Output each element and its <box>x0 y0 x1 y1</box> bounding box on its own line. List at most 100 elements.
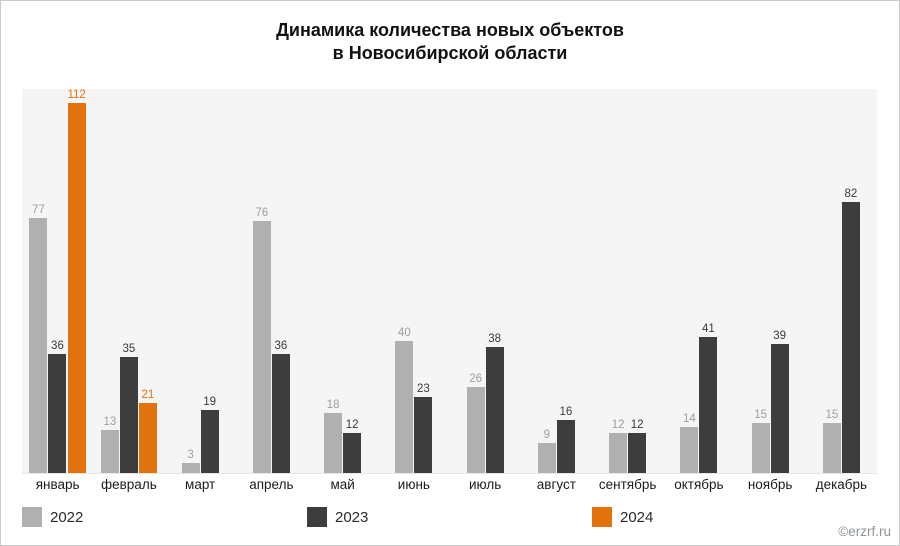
chart-title: Динамика количества новых объектов в Нов… <box>1 19 899 66</box>
x-label-6: июнь <box>397 477 430 492</box>
x-label-2: февраль <box>101 477 157 492</box>
bar <box>29 218 48 473</box>
bar-2022-октябрь: 14 <box>680 89 699 473</box>
bar-2022-май: 18 <box>324 89 343 473</box>
bar-2023-май: 12 <box>343 89 362 473</box>
bar-2023-сентябрь: 12 <box>628 89 647 473</box>
bar-value-label: 26 <box>469 373 483 385</box>
bar <box>628 433 647 473</box>
bar-2023-март: 19 <box>200 89 219 473</box>
legend-label-2024: 2024 <box>620 508 654 526</box>
legend-label-2022: 2022 <box>50 508 84 526</box>
bar-group-4: 76 36 <box>236 89 307 473</box>
bar-2023-ноябрь: 39 <box>770 89 789 473</box>
x-label-7: июль <box>468 477 502 492</box>
x-axis: январь февраль март апрель май июнь июль август… <box>22 477 877 492</box>
bar-group-6: 40 23 <box>378 89 449 473</box>
bar <box>414 397 433 473</box>
bar-value-label: 15 <box>825 409 839 421</box>
x-label-9: сентябрь <box>598 477 657 492</box>
bar-group-8: 9 16 <box>521 89 592 473</box>
bar-2022-июнь: 40 <box>395 89 414 473</box>
bar <box>271 354 290 473</box>
bar-value-label: 14 <box>682 413 696 425</box>
bar <box>138 403 157 473</box>
bar-2023-август: 16 <box>556 89 575 473</box>
bar-2023-декабрь: 82 <box>841 89 860 473</box>
bar <box>252 221 271 473</box>
bar-value-label: 19 <box>203 396 217 408</box>
bar-value-label: 38 <box>488 333 502 345</box>
bar-value-label: 36 <box>51 340 64 352</box>
bar-group-2: 13 35 21 <box>93 89 164 473</box>
legend-label-2023: 2023 <box>335 508 369 526</box>
bar <box>751 423 770 473</box>
bar-2023-февраль: 35 <box>119 89 138 473</box>
bar <box>200 410 219 473</box>
bar-2022-сентябрь: 12 <box>609 89 628 473</box>
bar <box>770 344 789 473</box>
bar-2022-ноябрь: 15 <box>751 89 770 473</box>
legend-item-2023: 2023 <box>307 507 368 527</box>
legend-item-2024: 2024 <box>592 507 653 527</box>
bar-2022-август: 9 <box>537 89 556 473</box>
bar <box>343 433 362 473</box>
bar-group-5: 18 12 <box>307 89 378 473</box>
bar <box>537 443 556 473</box>
bar <box>841 202 860 473</box>
bar-value-label: 112 <box>67 89 86 101</box>
bar-value-label: 15 <box>754 409 768 421</box>
x-label-12: декабрь <box>815 477 868 492</box>
bar-2022-апрель: 76 <box>252 89 271 473</box>
bar <box>680 427 699 473</box>
bar <box>556 420 575 473</box>
bar-2023-июль: 38 <box>485 89 504 473</box>
bar-group-1: 77 36 112 <box>22 89 93 473</box>
x-label-11: ноябрь <box>747 477 793 492</box>
bar <box>181 463 200 473</box>
bar-value-label: 21 <box>141 389 155 401</box>
bar-2023-апрель: 36 <box>271 89 290 473</box>
bar-value-label: 76 <box>255 207 269 219</box>
bar-value-label: 9 <box>543 429 551 441</box>
x-label-3: март <box>185 477 216 492</box>
bar-2023-октябрь: 41 <box>699 89 718 473</box>
x-label-4: апрель <box>249 477 294 492</box>
watermark-erzrf: ©erzrf.ru <box>838 524 891 539</box>
bar <box>67 103 86 473</box>
bar-group-9: 12 12 <box>592 89 663 473</box>
bar-group-12: 15 82 <box>806 89 877 473</box>
bar-group-3: 3 19 <box>165 89 236 473</box>
bar-2024-февраль: 21 <box>138 89 157 473</box>
bar-value-label: 36 <box>274 340 288 352</box>
bar-value-label: 23 <box>416 383 430 395</box>
bar <box>699 337 718 473</box>
x-label-8: август <box>536 477 576 492</box>
bar-value-label: 13 <box>103 416 117 428</box>
chart-title-line2: в Новосибирской области <box>332 43 568 64</box>
bar-value-label: 40 <box>397 327 411 339</box>
bar-value-label: 3 <box>187 449 194 461</box>
plot-area: 77 36 112 13 35 21 3 19 76 36 18 12 40 23 26 38 9 16 12 12 1… <box>22 89 877 474</box>
bar-value-label: 12 <box>345 419 359 431</box>
bar-2022-февраль: 13 <box>100 89 119 473</box>
bar <box>395 341 414 473</box>
bar-2024-январь: 112 <box>67 89 86 473</box>
legend-swatch-2024 <box>592 507 612 527</box>
bar-2022-январь: 77 <box>29 89 48 473</box>
legend-swatch-2023 <box>307 507 327 527</box>
bar-value-label: 35 <box>122 343 136 355</box>
bar <box>324 413 343 473</box>
bar <box>119 357 138 473</box>
x-label-1: январь <box>35 477 80 492</box>
bar <box>466 387 485 473</box>
chart-title-line1: Динамика количества новых объектов <box>276 20 624 40</box>
bar-2022-декабрь: 15 <box>822 89 841 473</box>
bar <box>485 347 504 473</box>
bar-value-label: 39 <box>773 330 787 342</box>
legend: 2022 2023 2024 <box>22 507 877 529</box>
bar <box>48 354 67 473</box>
legend-swatch-2022 <box>22 507 42 527</box>
bar-group-7: 26 38 <box>450 89 521 473</box>
